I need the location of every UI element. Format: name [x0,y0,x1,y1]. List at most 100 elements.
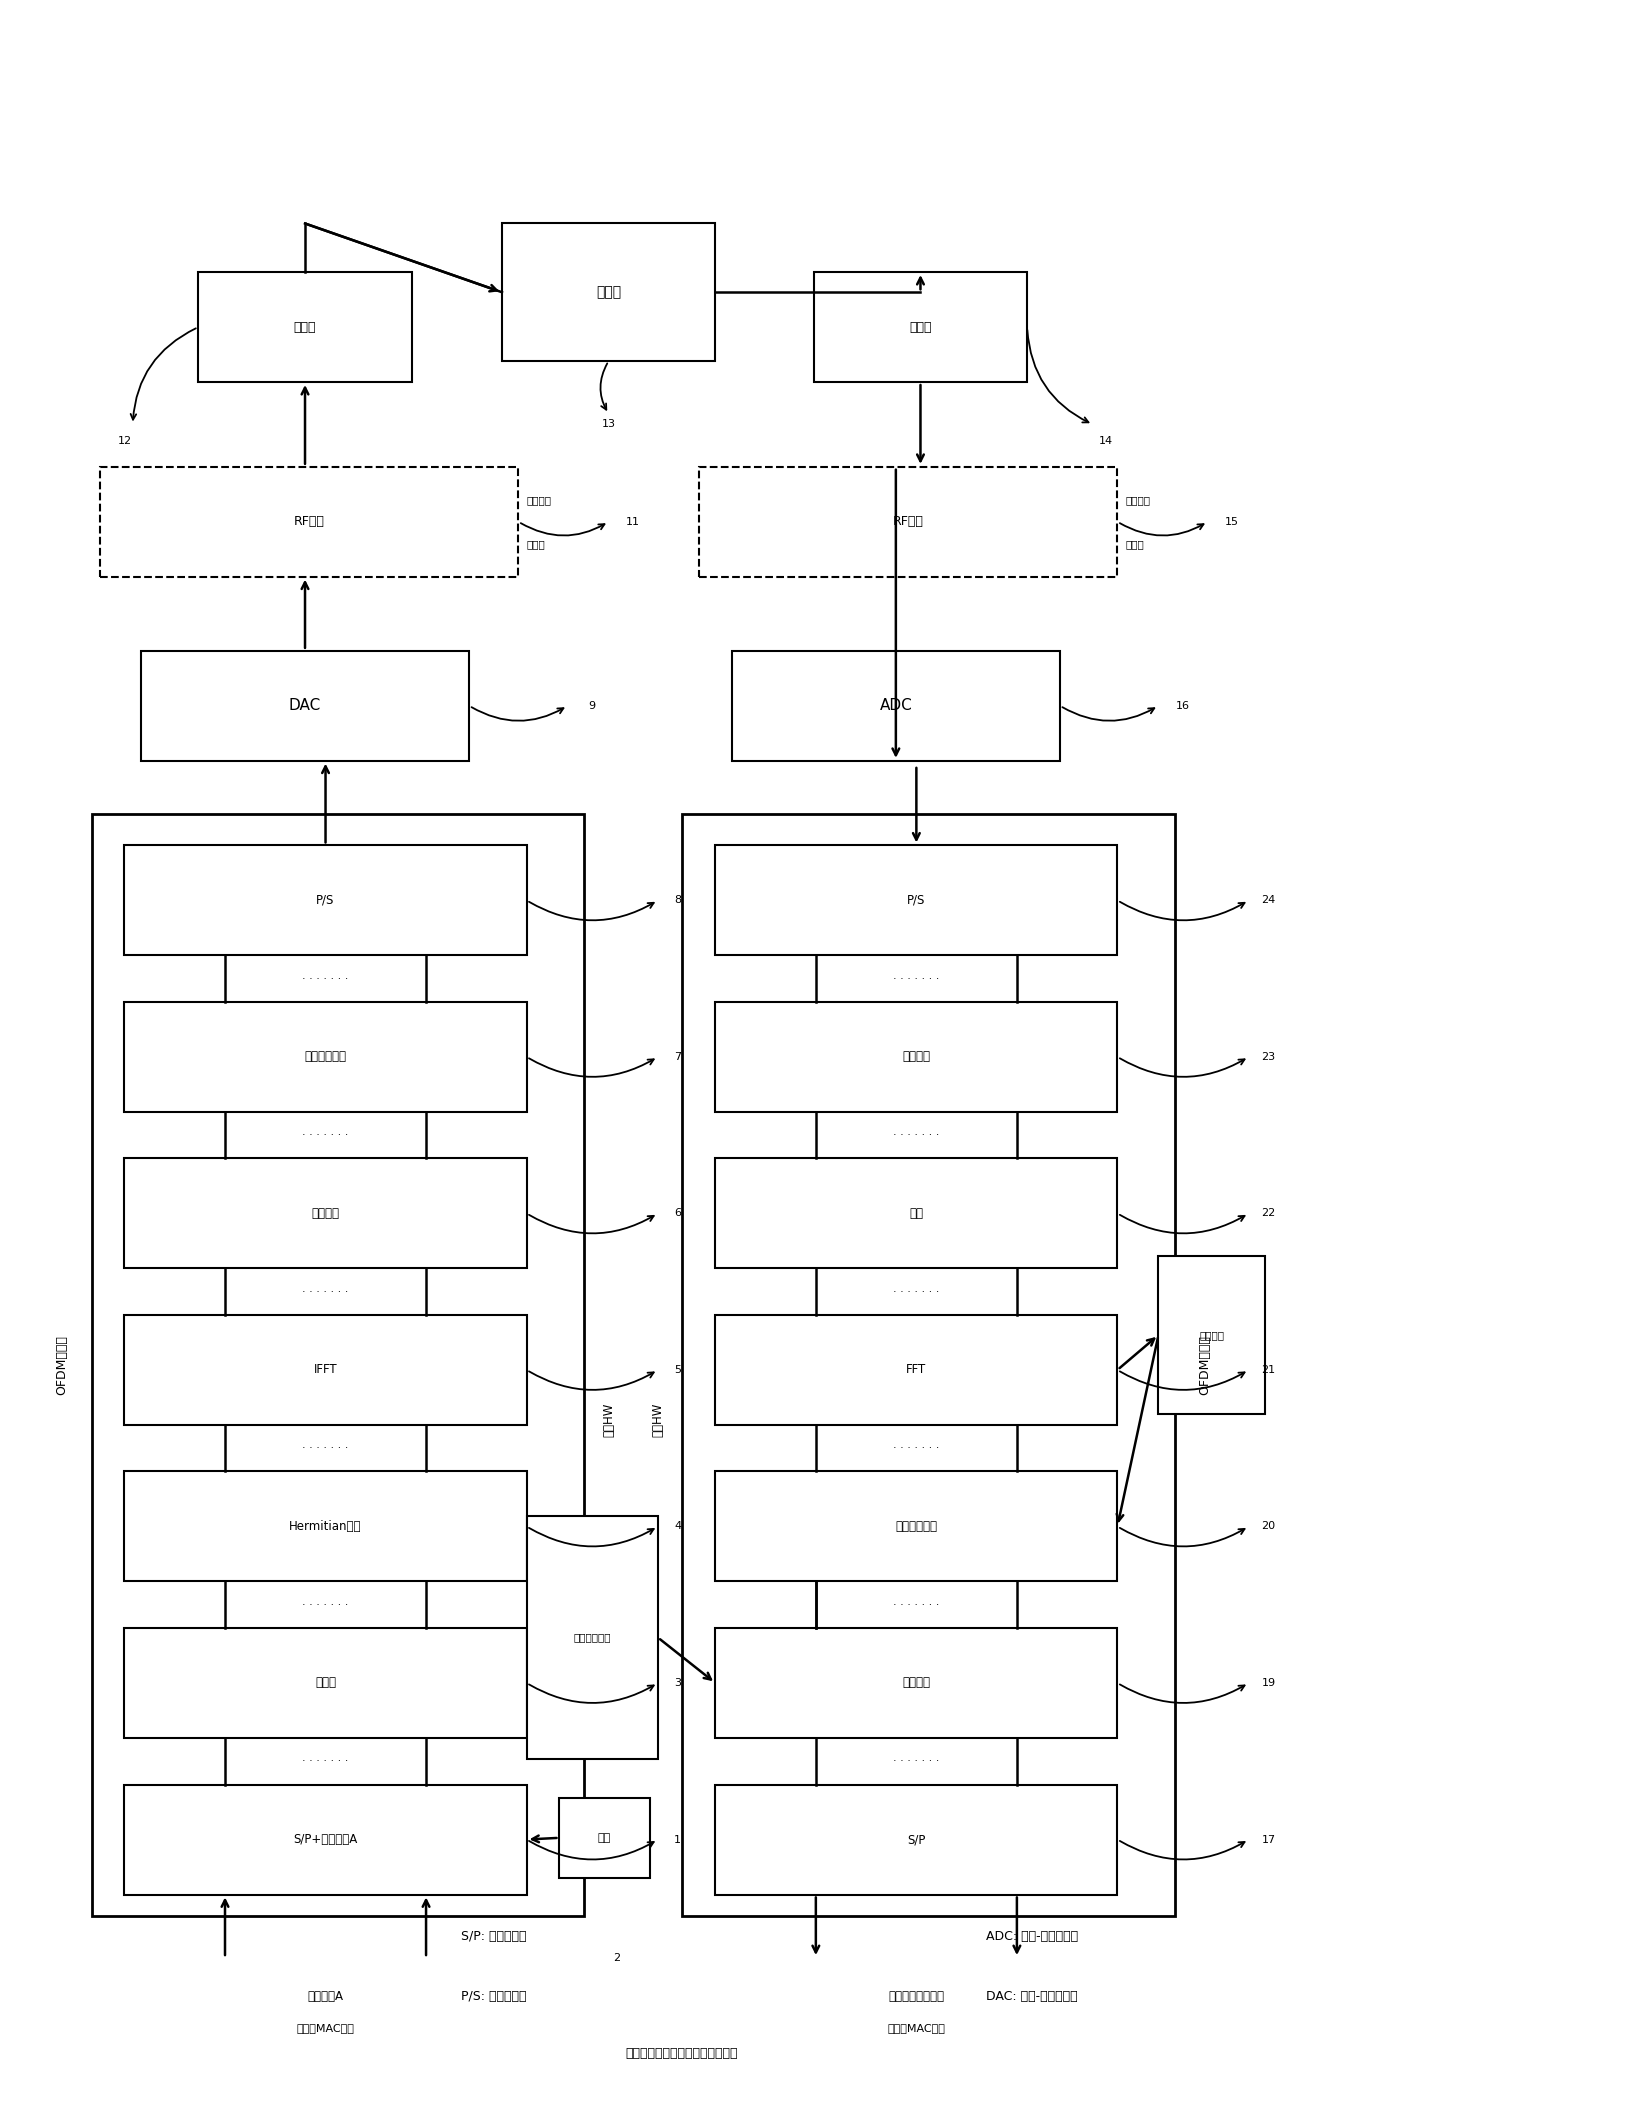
FancyBboxPatch shape [125,1785,526,1893]
Text: · · · · · · ·: · · · · · · · [302,1131,349,1139]
Text: （来自MAC层）: （来自MAC层） [296,2023,355,2033]
Text: 均均: 均均 [909,1207,924,1220]
FancyBboxPatch shape [125,1629,526,1739]
Text: · · · · · · ·: · · · · · · · [893,1131,940,1139]
Text: 信道估计: 信道估计 [1198,1330,1225,1341]
Text: 电到光: 电到光 [294,320,316,335]
Text: 可选性的: 可选性的 [1126,496,1151,504]
Text: · · · · · · ·: · · · · · · · [302,1599,349,1610]
Text: 9: 9 [589,701,595,712]
Text: ADC: 模拟-数字转换器: ADC: 模拟-数字转换器 [986,1929,1078,1944]
Text: · · · · · · ·: · · · · · · · [893,974,940,983]
Text: · · · · · · ·: · · · · · · · [302,1442,349,1453]
Text: OFDM接收器: OFDM接收器 [1198,1334,1212,1394]
FancyBboxPatch shape [141,650,469,760]
Text: 源数据（接收器）: 源数据（接收器） [888,1989,944,2002]
Text: 15: 15 [1225,517,1240,527]
Text: DAC: DAC [289,699,321,714]
Text: 接收器: 接收器 [1126,538,1144,549]
Text: 24: 24 [1261,896,1276,904]
FancyBboxPatch shape [125,1159,526,1269]
Text: S/P: S/P [907,1832,926,1847]
Text: 11: 11 [626,517,640,527]
Text: · · · · · · ·: · · · · · · · [893,1286,940,1296]
Text: P/S: 并行到串行: P/S: 并行到串行 [460,1989,526,2002]
FancyBboxPatch shape [715,1315,1118,1425]
Text: 20: 20 [1261,1521,1276,1531]
FancyBboxPatch shape [699,466,1118,576]
Text: · · · · · · ·: · · · · · · · [893,1756,940,1766]
Text: 14: 14 [1098,436,1113,447]
FancyBboxPatch shape [559,1798,649,1879]
Text: RF前端: RF前端 [893,515,924,527]
Text: IFFT: IFFT [314,1364,337,1377]
Text: 6: 6 [674,1209,681,1218]
Text: · · · · · · ·: · · · · · · · [302,974,349,983]
Text: Hermitian对称: Hermitian对称 [289,1521,362,1533]
Text: 19: 19 [1261,1677,1276,1688]
Text: 解映射器: 解映射器 [903,1051,931,1063]
Text: 3: 3 [674,1677,681,1688]
FancyBboxPatch shape [715,1629,1118,1739]
Text: · · · · · · ·: · · · · · · · [893,1599,940,1610]
Text: 22: 22 [1261,1209,1276,1218]
Text: （来自MAC层）: （来自MAC层） [888,2023,945,2033]
Text: 21: 21 [1261,1364,1276,1375]
Text: 训练: 训练 [598,1832,612,1843]
Text: 数字HW: 数字HW [651,1402,664,1436]
Text: S/P: 串行到并行: S/P: 串行到并行 [460,1929,526,1944]
Text: 添加训练序列: 添加训练序列 [304,1051,347,1063]
Text: 下行传输（接收器中的码元对准）: 下行传输（接收器中的码元对准） [625,2046,738,2059]
Text: 可选性的: 可选性的 [526,496,552,504]
FancyBboxPatch shape [526,1516,658,1760]
Text: 同步检测: 同步检测 [903,1677,931,1690]
Text: 电到光: 电到光 [909,320,932,335]
FancyBboxPatch shape [814,271,1028,381]
FancyBboxPatch shape [732,650,1060,760]
FancyBboxPatch shape [125,1472,526,1582]
Text: · · · · · · ·: · · · · · · · [302,1286,349,1296]
Text: 2: 2 [613,1953,620,1963]
FancyBboxPatch shape [125,845,526,955]
Text: 12: 12 [117,436,132,447]
FancyBboxPatch shape [501,225,715,360]
Text: 前向均均化器: 前向均均化器 [896,1521,937,1533]
Text: 16: 16 [1175,701,1190,712]
FancyBboxPatch shape [715,1785,1118,1893]
FancyBboxPatch shape [682,813,1175,1915]
FancyBboxPatch shape [199,271,411,381]
Text: 4: 4 [674,1521,681,1531]
FancyBboxPatch shape [715,1159,1118,1269]
FancyBboxPatch shape [715,1002,1118,1112]
Text: 8: 8 [674,896,681,904]
Text: FFT: FFT [906,1364,927,1377]
Text: 数字HW: 数字HW [602,1402,615,1436]
Text: 来源数据A: 来源数据A [307,1989,344,2002]
Text: 幂列化器: 幂列化器 [311,1207,340,1220]
Text: 13: 13 [602,419,615,430]
Text: 码元偏移检测: 码元偏移检测 [574,1633,612,1644]
Text: DAC: 数字-模拟转换器: DAC: 数字-模拟转换器 [986,1989,1078,2002]
Text: · · · · · · ·: · · · · · · · [893,1442,940,1453]
FancyBboxPatch shape [125,1002,526,1112]
Text: 17: 17 [1261,1834,1276,1845]
FancyBboxPatch shape [92,813,584,1915]
Text: 5: 5 [674,1364,681,1375]
Text: S/P+训练序列A: S/P+训练序列A [293,1832,358,1847]
Text: 1: 1 [674,1834,681,1845]
Text: 接收器: 接收器 [526,538,546,549]
FancyBboxPatch shape [1159,1256,1266,1415]
Text: 映射器: 映射器 [316,1677,335,1690]
Text: 7: 7 [674,1053,681,1061]
FancyBboxPatch shape [715,845,1118,955]
Text: RF前端: RF前端 [294,515,324,527]
FancyBboxPatch shape [715,1472,1118,1582]
Text: ADC: ADC [880,699,912,714]
Text: 光网络: 光网络 [597,286,621,299]
FancyBboxPatch shape [100,466,518,576]
Text: · · · · · · ·: · · · · · · · [302,1756,349,1766]
Text: OFDM发射器: OFDM发射器 [56,1334,69,1394]
Text: P/S: P/S [316,894,335,907]
FancyBboxPatch shape [125,1315,526,1425]
Text: P/S: P/S [907,894,926,907]
